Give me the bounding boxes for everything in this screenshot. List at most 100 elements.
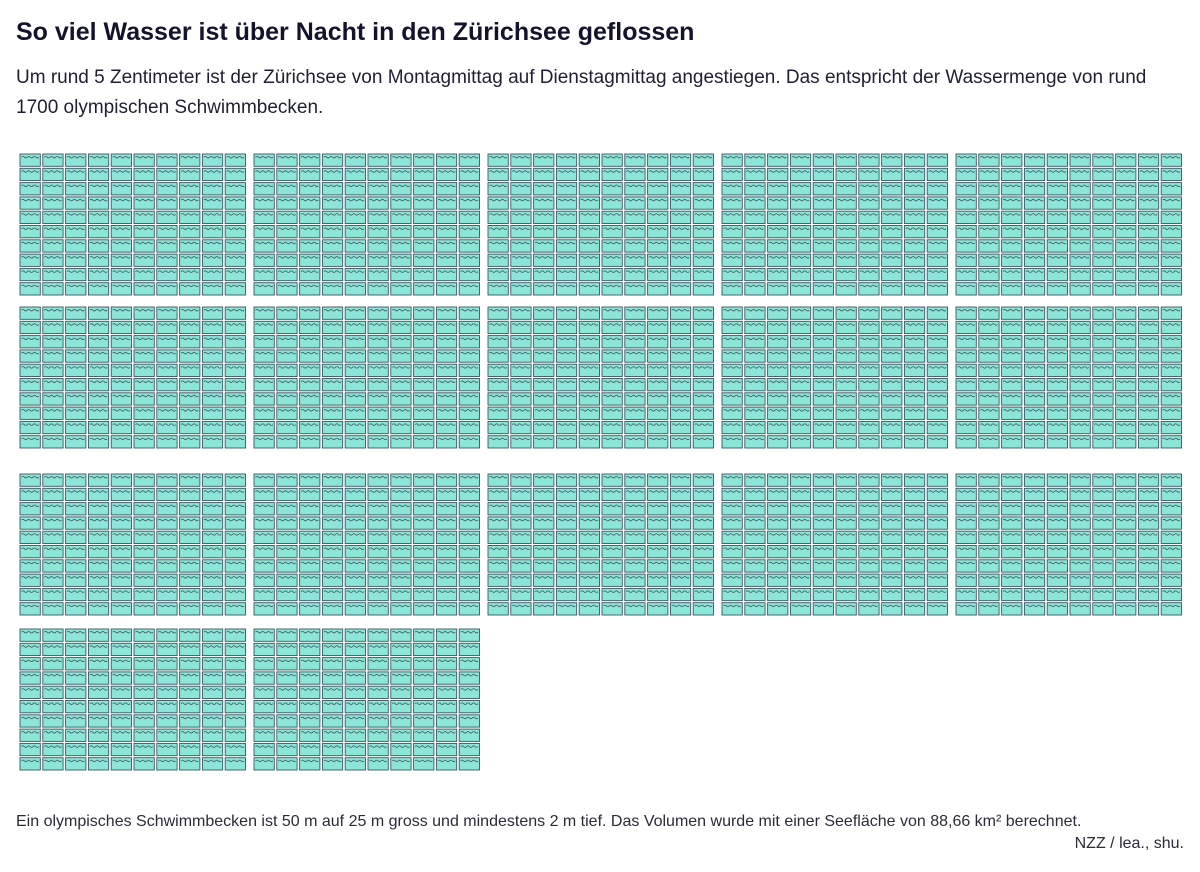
pool-unit [344, 349, 366, 363]
pool-unit [458, 559, 480, 573]
pool-unit [881, 573, 903, 587]
pool-unit [812, 545, 834, 559]
pool-unit [578, 573, 600, 587]
pool-unit [978, 545, 1000, 559]
pool-unit [533, 320, 555, 335]
pool-unit [1001, 167, 1023, 182]
chart-subtitle: Um rund 5 Zentimeter ist der Zürichsee v… [16, 67, 1147, 118]
pool-unit [1160, 349, 1182, 363]
pool-unit [835, 406, 857, 420]
pool-unit [1046, 516, 1068, 530]
pool-unit [601, 530, 623, 544]
pool-unit [881, 306, 903, 320]
pool-unit [253, 602, 275, 616]
pool-unit [1115, 378, 1137, 392]
pool-unit [19, 728, 41, 742]
pool-unit [744, 306, 766, 320]
pool-unit [390, 573, 412, 587]
pool-unit [881, 282, 903, 296]
pool-unit [533, 282, 555, 296]
pool-unit [179, 282, 201, 296]
pool-unit [858, 282, 880, 296]
pool-unit [224, 628, 246, 642]
pool-unit [87, 671, 110, 685]
pool-unit [510, 320, 532, 335]
pool-unit [647, 487, 669, 502]
pool-unit [903, 502, 926, 516]
pool-unit [1115, 435, 1137, 449]
pool-unit [435, 253, 458, 267]
pool-unit [435, 378, 458, 392]
pool-unit [390, 349, 412, 363]
pool-unit [1115, 516, 1137, 530]
pool-unit [578, 153, 600, 167]
pool-unit [19, 700, 41, 714]
pool-unit [87, 473, 110, 487]
pool-unit [926, 378, 948, 392]
pool-unit [789, 253, 812, 267]
pool-unit [955, 406, 977, 420]
pool-unit [692, 420, 714, 435]
pool-unit [926, 420, 948, 435]
pool-unit [42, 392, 64, 406]
pool-unit [201, 210, 224, 224]
pool-unit [19, 742, 41, 757]
pool-unit [1001, 182, 1023, 196]
pool-unit [624, 153, 646, 167]
pool-unit [510, 196, 532, 210]
pool-unit [1092, 392, 1114, 406]
pool-unit [42, 378, 64, 392]
pool-unit [721, 182, 743, 196]
pool-unit [978, 320, 1000, 335]
pool-unit [789, 349, 812, 363]
pool-unit [179, 392, 201, 406]
pool-unit [978, 378, 1000, 392]
pool-unit [955, 282, 977, 296]
pool-unit [42, 225, 64, 239]
pool-unit [299, 320, 321, 335]
pool-unit [344, 210, 366, 224]
pool-unit [1092, 363, 1114, 377]
pool-unit [1069, 378, 1091, 392]
pool-unit [955, 516, 977, 530]
pool-unit [390, 253, 412, 267]
pool-unit [955, 530, 977, 544]
pool-unit [458, 378, 480, 392]
pool-unit [224, 473, 246, 487]
pool-unit [955, 210, 977, 224]
pool-unit [87, 420, 110, 435]
chart-title: So viel Wasser ist über Nacht in den Zür… [16, 18, 695, 46]
pool-unit [1115, 225, 1137, 239]
pool-unit [721, 392, 743, 406]
pool-unit [835, 182, 857, 196]
pool-unit [721, 253, 743, 267]
pool-unit [179, 642, 201, 657]
pool-unit [812, 253, 834, 267]
pool-unit [42, 757, 64, 771]
pool-unit [978, 573, 1000, 587]
pool-unit [224, 700, 246, 714]
pool-unit [19, 473, 41, 487]
pool-unit [253, 420, 275, 435]
pool-unit [601, 406, 623, 420]
pool-unit [435, 267, 458, 282]
pool-unit [156, 406, 178, 420]
pool-unit [555, 306, 578, 320]
pool-unit [978, 587, 1000, 602]
pool-unit [1092, 435, 1114, 449]
pool-unit [903, 267, 926, 282]
pool-unit [1160, 378, 1182, 392]
pool-unit [578, 587, 600, 602]
pool-unit [224, 378, 246, 392]
pool-unit [858, 516, 880, 530]
pool-unit [367, 210, 389, 224]
pool-unit [1115, 602, 1137, 616]
pool-unit [903, 239, 926, 253]
pool-unit [647, 225, 669, 239]
pool-unit [413, 363, 435, 377]
pool-unit [533, 602, 555, 616]
pool-unit [42, 587, 64, 602]
pool-unit [253, 487, 275, 502]
pool-unit [344, 573, 366, 587]
pool-unit [133, 363, 155, 377]
